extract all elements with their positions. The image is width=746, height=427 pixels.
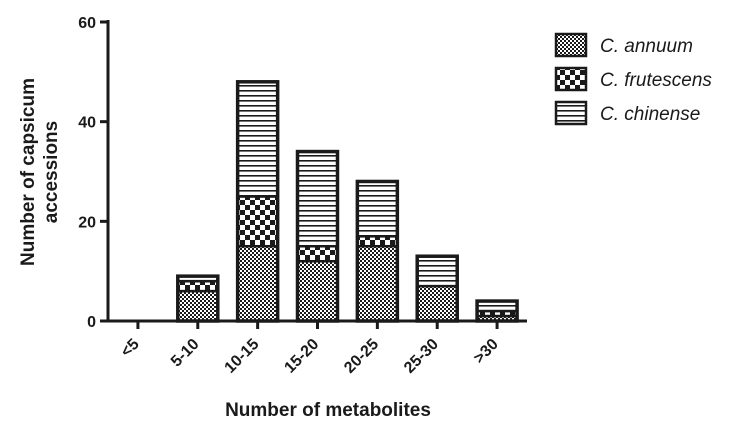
legend: C. annuum C. frutescens C. chinense: [556, 34, 712, 125]
y-axis-title-line-2: accessions: [41, 121, 62, 223]
bar-segment-chinense: [357, 181, 397, 236]
x-tick-label: >30: [471, 336, 502, 367]
bar-segment-chinense: [417, 256, 457, 286]
bar-segment-chinense: [298, 152, 338, 247]
y-tick-label: 20: [78, 214, 96, 231]
bar-segment-frutescens: [238, 196, 278, 246]
legend-label: C. chinense: [600, 104, 700, 125]
y-axis-title-line-1: Number of capsicum: [18, 78, 39, 266]
bar-segment-annuum: [238, 246, 278, 321]
bar-segment-annuum: [417, 286, 457, 321]
x-tick-label: 20-25: [341, 336, 382, 377]
legend-label: C. annuum: [600, 36, 693, 57]
x-tick-label: <5: [118, 336, 143, 361]
x-axis-title: Number of metabolites: [225, 400, 431, 421]
bar-segment-frutescens: [357, 236, 397, 246]
y-tick-label: 0: [87, 314, 96, 331]
legend-swatch: [556, 68, 586, 90]
bars: [178, 82, 517, 321]
bar-segment-annuum: [357, 246, 397, 321]
x-tick-label: 15-20: [281, 336, 322, 377]
y-tick-label: 60: [78, 15, 96, 32]
x-tick-label: 5-10: [168, 336, 203, 371]
legend-swatch: [556, 102, 586, 124]
bar-segment-annuum: [178, 291, 218, 321]
x-tick-label: 10-15: [222, 336, 263, 377]
bar-segment-frutescens: [178, 281, 218, 291]
bar-segment-chinense: [238, 82, 278, 197]
legend-swatch: [556, 34, 586, 56]
y-axis-title: Number of capsicum accessions: [18, 78, 62, 266]
bar-segment-annuum: [298, 261, 338, 321]
legend-label: C. frutescens: [600, 70, 712, 91]
y-tick-label: 40: [78, 115, 96, 132]
bar-segment-frutescens: [298, 246, 338, 261]
x-tick-label: 25-30: [401, 336, 442, 377]
